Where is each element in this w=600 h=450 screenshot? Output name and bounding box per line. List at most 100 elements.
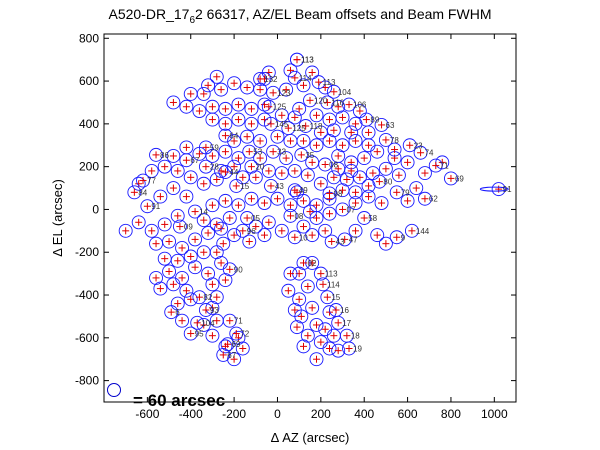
beam-label: 72 [240,330,249,339]
beam-label: 09 [184,223,193,232]
beam-label: 90 [234,265,243,274]
beam-fwhm-circle [218,193,233,208]
beam-fwhm-circle [274,223,289,238]
beam-fwhm-circle [313,266,328,281]
beam-fwhm-circle [322,186,337,201]
beam-label: 98 [334,189,343,198]
beam-label: 08 [294,212,303,221]
beam-fwhm-circle [342,341,356,356]
beam-fwhm-circle [188,260,203,275]
beam-fwhm-circle [357,151,372,166]
beam-fwhm-circle [428,158,443,173]
beam-fwhm-circle [227,159,242,174]
beam-fwhm-circle [198,159,213,174]
beam-label: 125 [292,124,306,133]
beam-label: 43 [336,238,345,247]
beam-fwhm-circle [270,191,285,206]
beam-label: 95 [195,330,204,339]
beam-fwhm-circle [209,217,224,232]
beam-label: 64 [229,132,238,141]
beam-fwhm-circle [266,85,281,100]
beam-label: 96 [247,227,256,236]
beam-fwhm-circle [348,196,363,210]
beam-fwhm-circle [201,78,216,93]
beam-label: 10 [299,233,308,242]
beam-fwhm-circle [311,75,326,90]
beam-fwhm-circle [253,82,268,97]
beam-label: 71 [234,317,243,326]
beam-label: 74 [425,149,434,158]
beam-fwhm-circle [183,292,198,307]
beam-fwhm-circle [305,228,320,243]
beam-label: 89 [370,116,379,125]
axis-ticks: -600 -400 -200 0 200 400 600 800 1000-800-600-40… [75,31,516,421]
beam-fwhm-circle [322,134,337,148]
beam-fwhm-circle [281,283,296,298]
beam-fwhm-circle [372,174,387,189]
beam-fwhm-circle [235,223,250,238]
beam-fwhm-circle [313,176,328,191]
beam-fwhm-circle [378,161,393,176]
beam-fwhm-circle [331,161,346,176]
beam-fwhm-circle [170,163,185,178]
beam-fwhm-circle [153,189,168,204]
beam-label: 17 [342,319,351,328]
beam-fwhm-circle [179,189,194,204]
y-tick-label: 200 [79,160,99,174]
beam-fwhm-circle [305,300,320,315]
beam-fwhm-circle [287,183,302,198]
beam-fwhm-circle [290,185,304,200]
beam-fwhm-circle [318,322,333,337]
beam-fwhm-circle [244,116,259,131]
beam-fwhm-circle [378,236,393,251]
beam-fwhm-circle [400,155,415,170]
beam-fwhm-circle [322,341,337,356]
beam-fwhm-circle [279,82,294,97]
beam-label: 53 [253,148,262,157]
beam-fwhm-circle [257,228,272,243]
beam-markers [118,52,509,367]
beam-label: 58 [368,214,377,223]
beam-fwhm-circle [253,151,268,166]
beam-label: 116 [331,98,344,107]
beam-fwhm-circle [322,206,337,221]
beam-label: 69 [455,174,464,183]
beam-fwhm-circle [491,182,506,197]
beam-label: 44 [229,168,238,177]
beam-label: 132 [264,75,278,84]
beam-label: 49 [299,186,308,195]
x-tick-label: 800 [441,407,461,421]
beam-fwhm-circle [374,117,389,132]
beam-fwhm-circle [192,104,207,118]
beam-fwhm-circle [196,86,211,101]
beam-fwhm-circle [231,198,246,213]
beam-fwhm-circle [344,125,359,140]
beam-fwhm-circle [201,266,216,281]
beam-fwhm-circle [218,128,233,143]
beam-label: 77 [147,177,156,186]
beam-fwhm-circle [296,134,311,148]
beam-fwhm-circle [127,185,142,200]
beam-fwhm-circle [209,290,224,305]
scale-reference-circle [107,383,121,397]
x-tick-label: 400 [354,407,374,421]
beam-fwhm-circle [131,215,146,230]
beam-fwhm-circle [287,230,302,245]
beam-label: 118 [310,122,323,131]
beam-fwhm-circle [179,283,194,298]
beam-fwhm-circle [292,101,307,116]
beam-fwhm-circle [205,328,220,343]
beam-fwhm-circle [303,93,317,108]
beam-label: 63 [386,121,395,130]
beam-fwhm-circle [298,119,313,133]
beam-fwhm-circle [149,147,163,162]
beam-fwhm-circle [402,138,417,153]
x-tick-label: 1000 [481,407,508,421]
beam-fwhm-circle [357,211,372,225]
beam-fwhm-circle [389,185,404,200]
beam-label: 18 [351,332,360,341]
beam-fwhm-circle [218,144,233,159]
beam-fwhm-circle [196,176,211,191]
beam-fwhm-circle [218,339,233,354]
